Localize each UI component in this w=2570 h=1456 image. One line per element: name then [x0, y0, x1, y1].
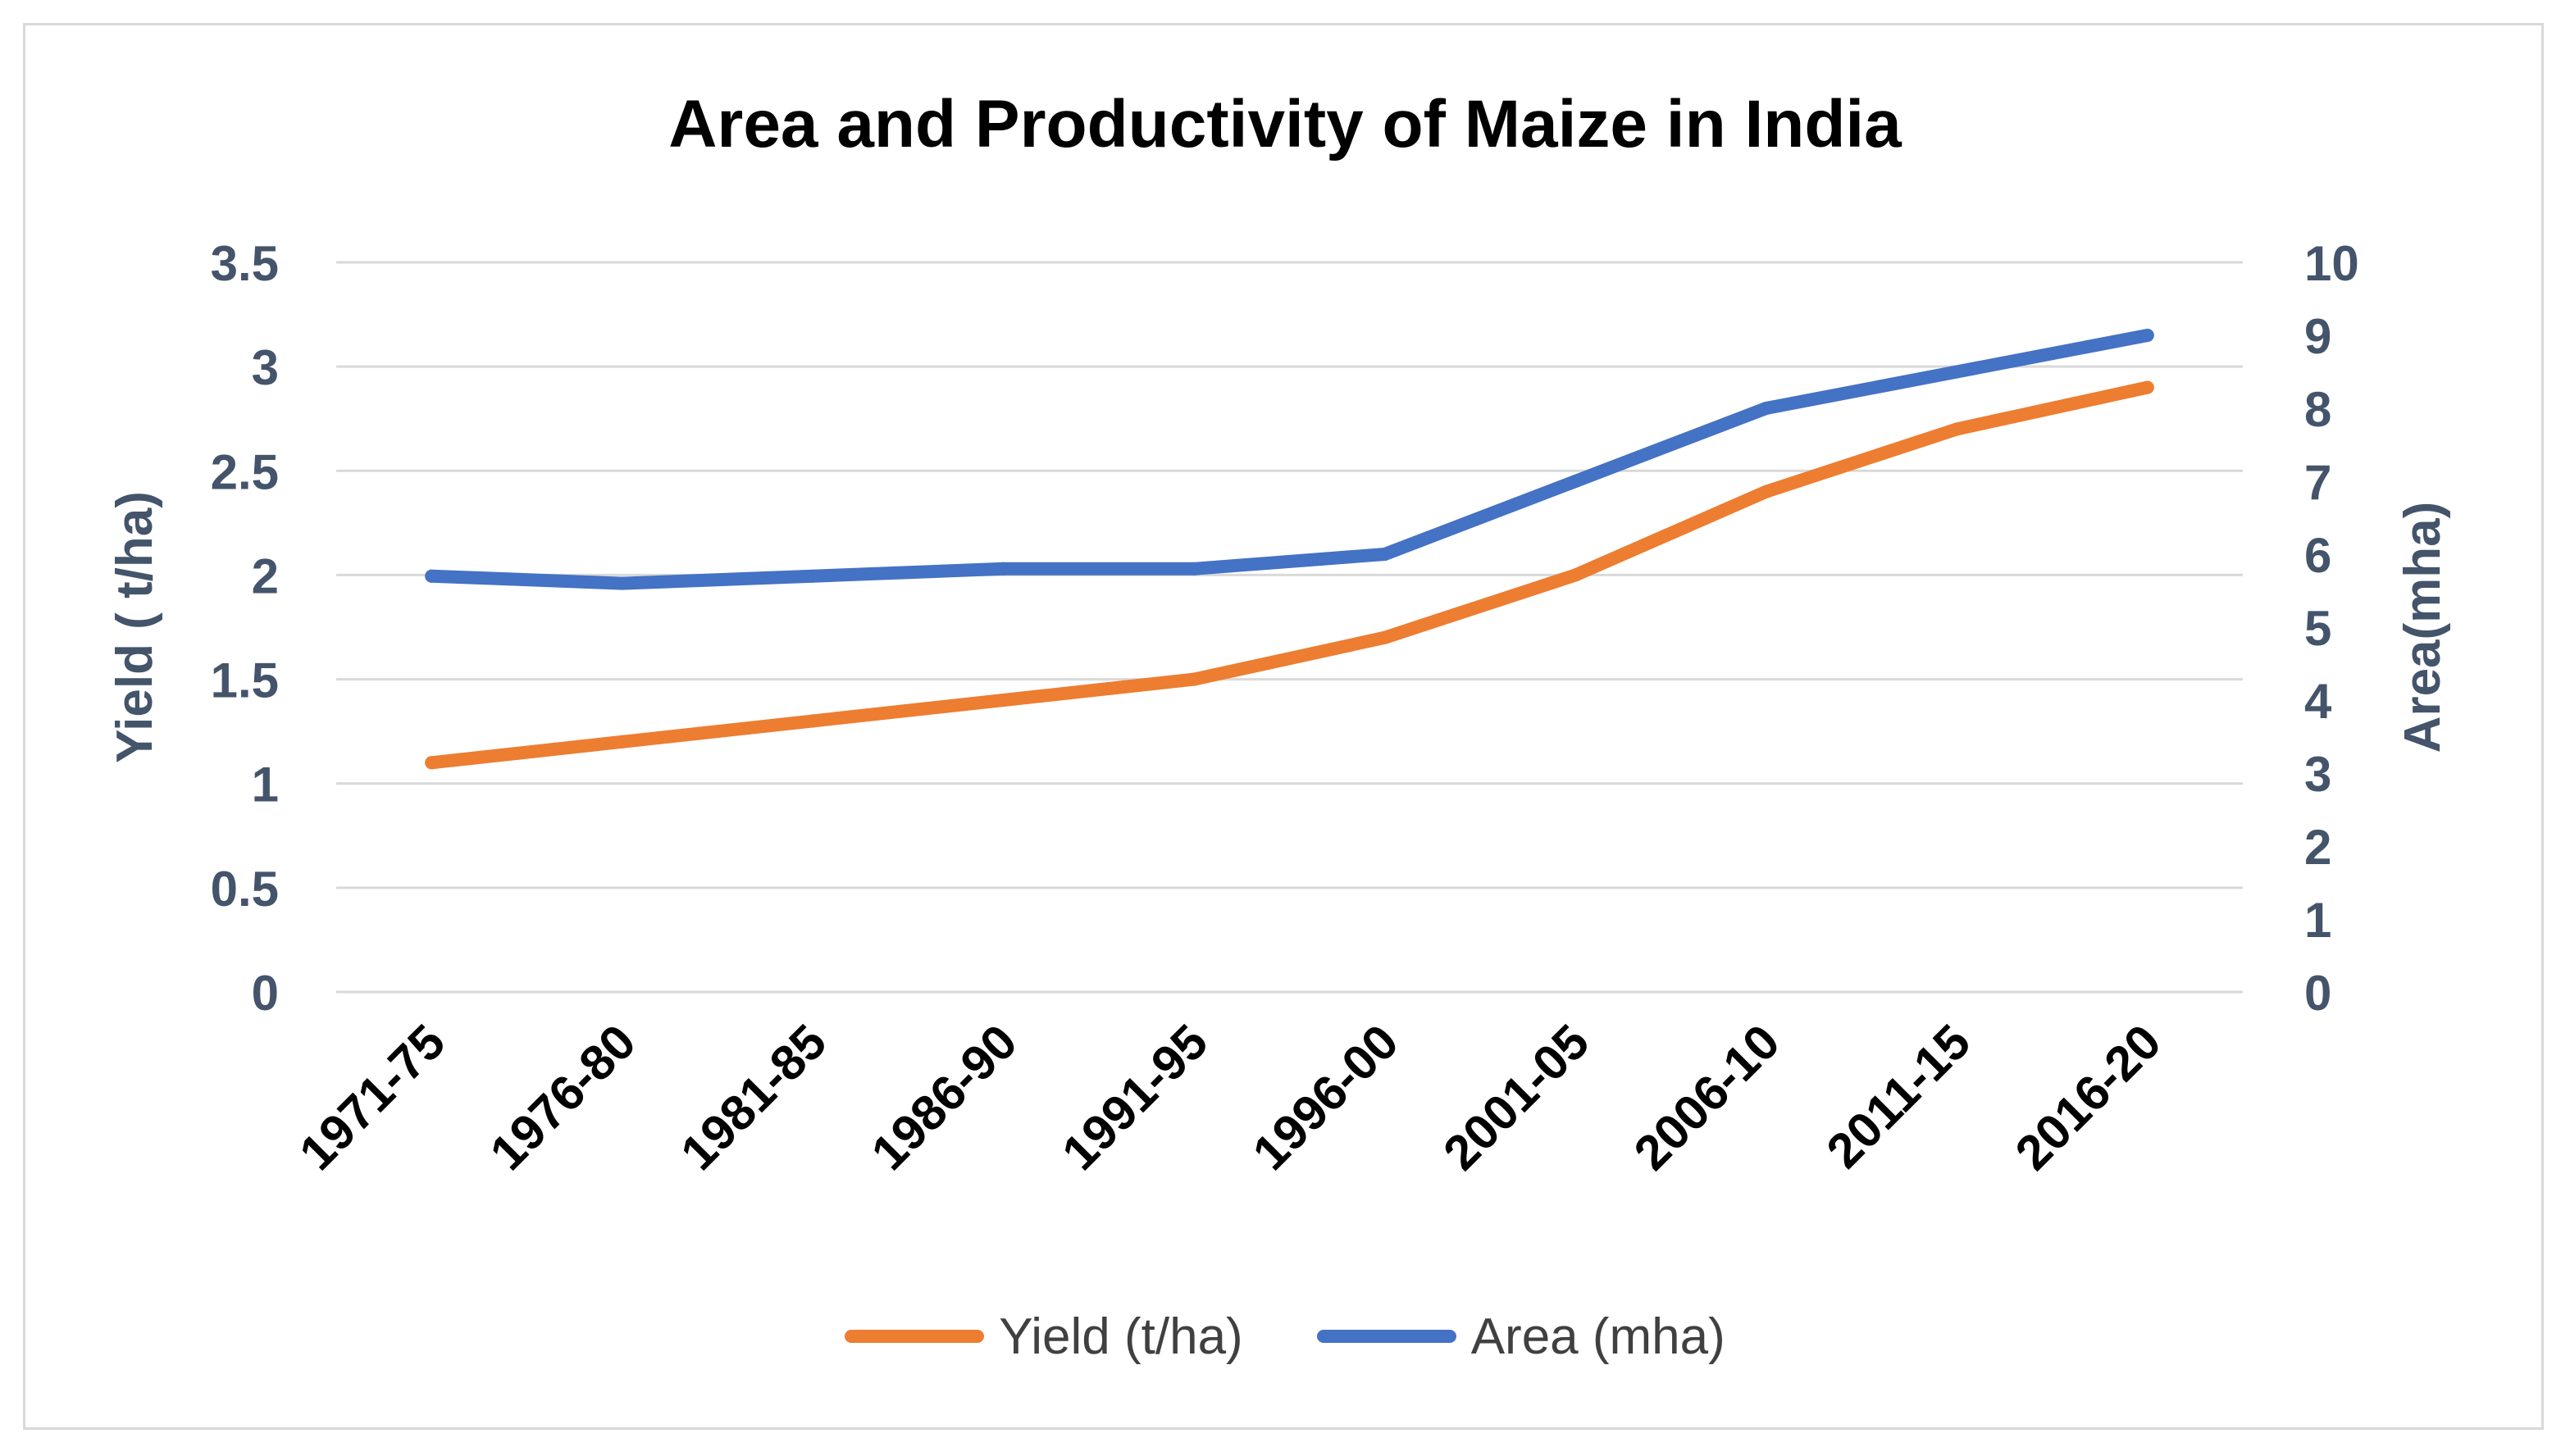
y-left-tick-label: 2.5 [211, 444, 279, 499]
y-right-tick-label: 8 [2304, 382, 2331, 437]
x-tick-label: 2016-20 [2005, 1014, 2171, 1181]
area-data-point [806, 569, 820, 583]
x-tick-label: 2001-05 [1433, 1014, 1599, 1181]
legend-label-area: Area (mha) [1470, 1308, 1725, 1365]
y-left-tick-label: 3.5 [211, 236, 279, 291]
y-right-tick-label: 1 [2304, 893, 2331, 948]
area-data-point [2140, 329, 2154, 342]
yield-data-point [996, 694, 1010, 707]
y-left-tick-label: 0 [252, 966, 279, 1021]
legend-entry-area: Area (mha) [1316, 1308, 1725, 1366]
x-tick-label: 1986-90 [861, 1014, 1028, 1181]
legend-swatch-area [1316, 1330, 1456, 1343]
chart-frame [23, 23, 2544, 1430]
yield-data-point [1950, 422, 1964, 436]
y-left-tick-label: 0.5 [211, 862, 279, 917]
yield-data-point [1378, 630, 1392, 644]
y-right-tick-label: 9 [2304, 309, 2331, 364]
yield-data-point [615, 735, 629, 748]
yield-data-point [1759, 485, 1773, 498]
area-series-line [425, 329, 2154, 590]
y-right-axis-label: Area(mha) [2395, 502, 2451, 753]
y-left-tick-label: 2 [252, 548, 279, 603]
yield-data-point [1187, 672, 1201, 686]
area-data-point [615, 576, 629, 590]
x-tick-label: 2006-10 [1624, 1014, 1790, 1181]
x-tick-label: 1996-00 [1242, 1014, 1409, 1181]
y-left-axis-label: Yield ( t/ha) [107, 491, 163, 763]
legend-entry-yield: Yield (t/ha) [845, 1308, 1243, 1366]
x-tick-label: 1981-85 [670, 1014, 836, 1181]
area-data-point [425, 569, 439, 583]
area-data-point [1187, 562, 1201, 576]
y-right-tick-label: 7 [2304, 455, 2331, 510]
yield-series-line [425, 380, 2154, 770]
x-tick-label: 1991-95 [1051, 1014, 1218, 1181]
y-left-tick-label: 1 [252, 758, 279, 812]
y-right-tick-label: 2 [2304, 820, 2331, 875]
legend-swatch-yield [845, 1330, 985, 1343]
x-tick-label: 2011-15 [1816, 1014, 1981, 1179]
chart-title: Area and Productivity of Maize in India [668, 87, 1902, 162]
legend-label-yield: Yield (t/ha) [999, 1308, 1243, 1365]
area-data-point [1378, 548, 1392, 561]
yield-data-point [2140, 380, 2154, 394]
area-data-point [996, 562, 1010, 576]
area-data-point [1759, 402, 1773, 415]
y-right-tick-label: 5 [2304, 601, 2331, 656]
yield-data-point [425, 756, 439, 770]
y-right-tick-label: 4 [2304, 674, 2332, 729]
y-right-tick-label: 3 [2304, 747, 2331, 802]
legend: Yield (t/ha) Area (mha) [0, 1299, 2570, 1373]
y-right-tick-label: 6 [2304, 528, 2331, 583]
yield-data-point [1569, 568, 1583, 582]
x-tick-label: 1971-75 [289, 1014, 455, 1181]
area-data-point [1569, 475, 1583, 488]
y-left-tick-label: 3 [252, 340, 279, 395]
y-right-tick-label: 10 [2304, 236, 2359, 291]
x-tick-label: 1976-80 [480, 1014, 646, 1181]
yield-data-point [806, 714, 820, 728]
y-right-tick-label: 0 [2304, 966, 2331, 1021]
area-data-point [1950, 365, 1964, 379]
y-left-tick-label: 1.5 [211, 653, 279, 708]
